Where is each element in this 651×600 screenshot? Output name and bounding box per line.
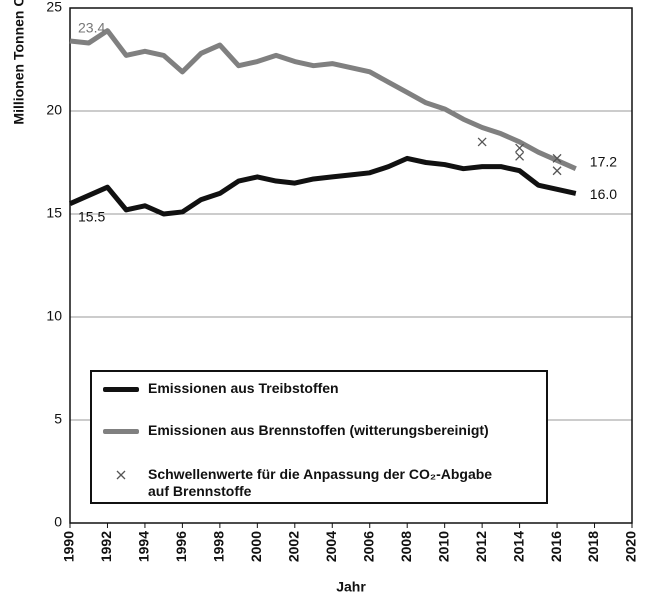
legend-label: Emissionen aus Treibstoffen — [148, 380, 339, 396]
legend-item: Schwellenwerte für die Anpassung der CO₂… — [102, 466, 508, 500]
marker-stroke — [477, 137, 487, 147]
legend-item: Emissionen aus Brennstoffen (witterungsb… — [102, 422, 508, 440]
x-tick-label: 2012 — [473, 531, 489, 562]
threshold-marker — [515, 143, 525, 153]
x-tick-label: 2020 — [623, 531, 639, 562]
x-tick-label: 1994 — [136, 531, 152, 562]
threshold-marker — [552, 153, 562, 163]
marker-stroke — [515, 151, 525, 161]
x-tick-label: 2004 — [323, 531, 339, 562]
legend-swatch — [102, 380, 140, 398]
x-tick-label: 2008 — [398, 531, 414, 562]
series-line — [69, 28, 577, 171]
y-tick-label: 5 — [54, 411, 62, 427]
series-line — [68, 155, 577, 217]
x-tick-label: 2010 — [435, 531, 451, 562]
x-tick-label: 1996 — [173, 531, 189, 562]
x-tick-label: 2006 — [360, 531, 376, 562]
marker-stroke — [515, 143, 525, 153]
x-tick-label: 2000 — [248, 531, 264, 562]
y-tick-label: 10 — [46, 308, 62, 324]
x-tick-label: 1990 — [61, 531, 77, 562]
legend-item: Emissionen aus Treibstoffen — [102, 380, 508, 398]
legend-swatch — [102, 422, 140, 440]
threshold-marker — [552, 166, 562, 176]
plot-frame — [69, 7, 633, 524]
x-tick-label: 1998 — [211, 531, 227, 562]
marker-stroke — [552, 153, 562, 163]
y-axis-label: Millionen Tonnen CO₂ — [11, 0, 27, 125]
y-tick-label: 25 — [46, 0, 62, 15]
data-label: 23.4 — [78, 20, 105, 36]
x-tick-label: 2016 — [548, 531, 564, 562]
y-tick-label: 20 — [46, 102, 62, 118]
marker-stroke — [552, 166, 562, 176]
y-tick-label: 15 — [46, 205, 62, 221]
threshold-marker — [515, 151, 525, 161]
data-label: 17.2 — [590, 153, 617, 169]
x-tick-label: 2014 — [510, 531, 526, 562]
legend-label: Emissionen aus Brennstoffen (witterungsb… — [148, 422, 489, 438]
x-tick-label: 2002 — [286, 531, 302, 562]
legend: Emissionen aus Treibstoffen Emissionen au… — [90, 370, 548, 504]
x-tick-label: 2018 — [585, 531, 601, 562]
x-tick-label: 1992 — [98, 531, 114, 562]
legend-label: Schwellenwerte für die Anpassung der CO₂… — [148, 466, 493, 499]
y-tick-label: 0 — [54, 514, 62, 530]
x-axis-label: Jahr — [336, 579, 366, 595]
legend-swatch — [102, 466, 140, 484]
data-label: 16.0 — [590, 186, 617, 202]
threshold-marker — [477, 137, 487, 147]
data-label: 15.5 — [78, 208, 105, 224]
